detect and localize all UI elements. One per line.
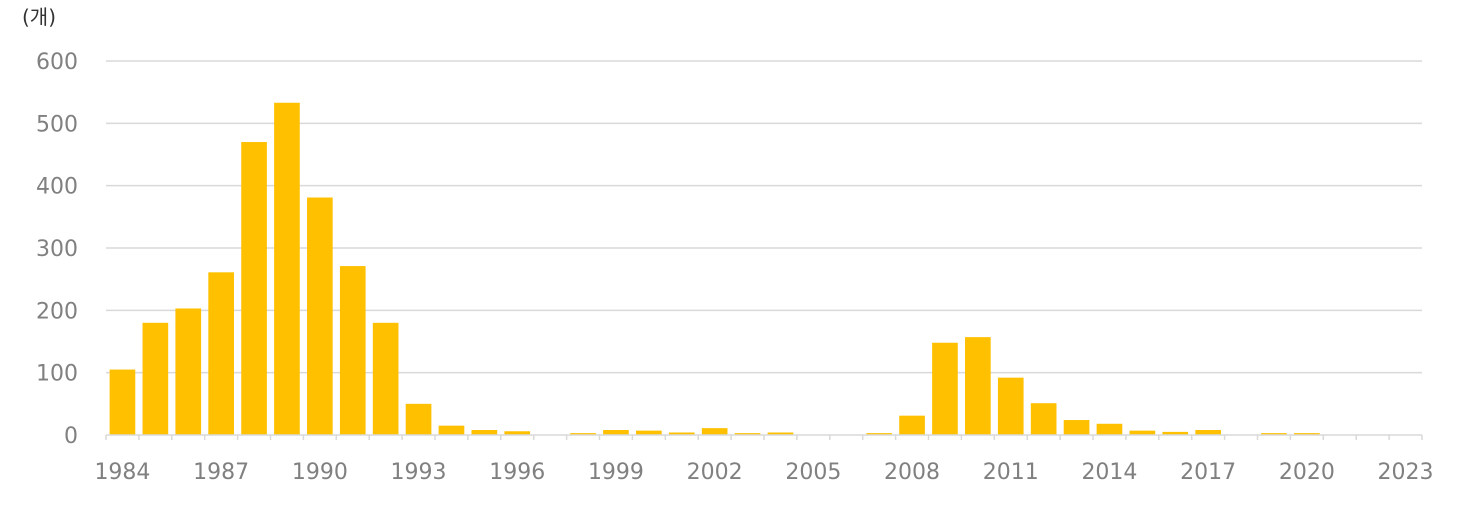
bar-1998 [570,433,596,435]
gridlines [106,60,1422,374]
bar-1986 [175,308,202,435]
bar-1995 [471,430,498,435]
x-tick-label: 2017 [1180,460,1236,485]
bars [109,102,1320,436]
y-tick-label: 400 [36,175,78,200]
bar-1989 [274,102,300,435]
y-tick-label: 100 [36,362,78,387]
bar-1987 [208,272,234,435]
x-axis-ticks: 1984 1987 1990 1993 1996 1999 2002 2005 2008 2011… [94,435,1434,485]
y-axis-ticks: 0 100 200 300 400 500 600 [36,50,78,449]
bar-1994 [438,425,465,435]
bar-2017 [1195,430,1221,435]
bar-2010 [965,337,991,435]
x-tick-label: 1990 [292,460,348,485]
bar-1992 [372,322,399,435]
bar-2015 [1129,430,1156,435]
bar-1985 [142,322,169,435]
bar-1990 [307,197,333,435]
bar-1999 [603,430,629,435]
x-tick-label: 2014 [1081,460,1137,485]
bar-2002 [701,428,728,435]
bar-2019 [1261,433,1287,435]
bar-1993 [405,403,432,435]
bar-1996 [504,431,531,435]
x-tick-label: 2023 [1378,460,1434,485]
bar-2011 [997,377,1024,435]
y-tick-label: 200 [36,299,78,324]
bar-1984 [109,369,136,435]
bar-2003 [734,433,761,435]
x-tick-label: 1993 [391,460,447,485]
x-tick-label: 2008 [884,460,940,485]
bar-1988 [241,142,267,436]
y-tick-label: 500 [36,112,78,137]
bar-1991 [339,266,366,435]
x-tick-label: 1984 [94,460,150,485]
x-tick-label: 1987 [193,460,249,485]
bar-2020 [1294,433,1320,435]
x-tick-label: 1999 [588,460,644,485]
x-tick-label: 2002 [687,460,743,485]
bar-2008 [899,415,925,435]
bar-2007 [866,433,892,435]
x-tick-label: 1996 [489,460,545,485]
bar-2000 [636,430,662,435]
x-tick-label: 2011 [983,460,1039,485]
bar-2009 [932,342,958,435]
y-tick-label: 0 [64,424,78,449]
y-tick-label: 600 [36,50,78,75]
y-unit-label: (개) [22,5,56,29]
bar-2016 [1162,431,1189,435]
bar-2001 [668,432,695,435]
x-tick-label: 2005 [785,460,841,485]
bar-2013 [1063,420,1090,435]
x-tick-label: 2020 [1279,460,1335,485]
y-tick-label: 300 [36,237,78,262]
bar-2004 [767,432,794,435]
bar-2012 [1030,403,1057,435]
bar-2014 [1096,423,1123,435]
